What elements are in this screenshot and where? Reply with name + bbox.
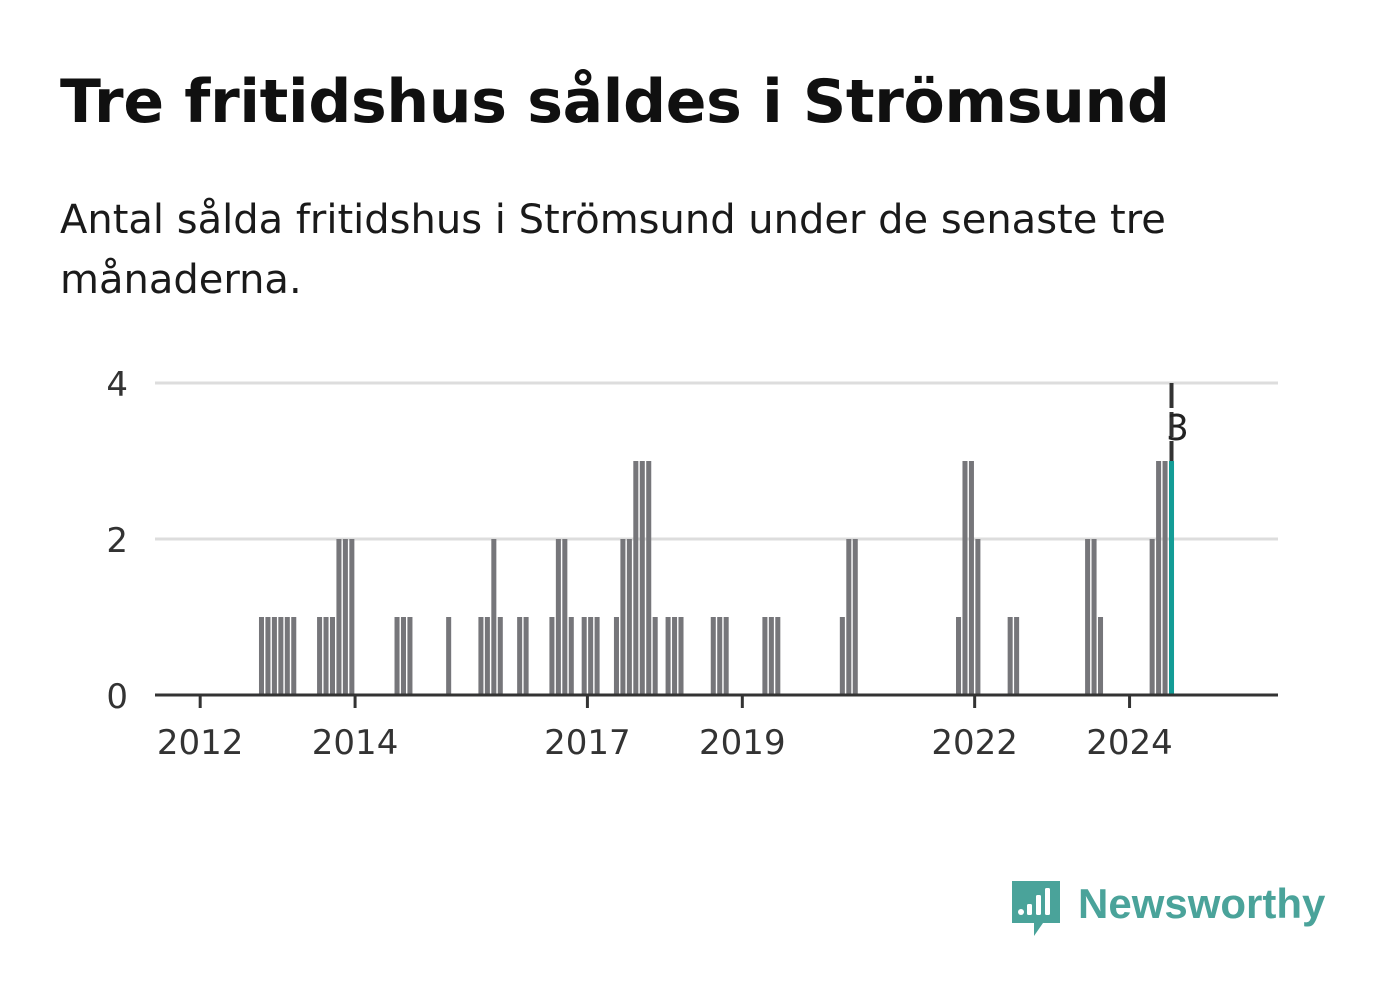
bar — [562, 539, 568, 695]
bar — [962, 461, 968, 695]
bar — [336, 539, 342, 695]
bar — [491, 539, 497, 695]
bar — [710, 617, 716, 695]
bars — [258, 461, 1175, 695]
bar — [639, 461, 645, 695]
bar — [349, 539, 355, 695]
bar — [1014, 617, 1020, 695]
page-subtitle: Antal sålda fritidshus i Strömsund under… — [60, 197, 1166, 303]
bar — [839, 617, 845, 695]
bar — [975, 539, 981, 695]
newsworthy-logo: Newsworthy — [1008, 878, 1328, 942]
bar — [1097, 617, 1104, 695]
x-tick-label: 2014 — [312, 723, 399, 763]
bar — [723, 617, 729, 695]
bar — [652, 617, 658, 695]
newsworthy-logo-text: Newsworthy — [1078, 880, 1326, 927]
bar — [323, 617, 329, 695]
bar — [478, 617, 484, 695]
bar — [568, 617, 574, 695]
bar-highlight — [1168, 461, 1175, 695]
y-tick-label: 2 — [106, 521, 128, 561]
bar — [265, 617, 271, 695]
bar — [588, 617, 594, 695]
bar — [1162, 461, 1168, 695]
bar — [620, 539, 626, 695]
bar — [852, 539, 858, 695]
bar — [1091, 539, 1097, 695]
bar — [626, 539, 632, 695]
gridlines — [155, 381, 1278, 541]
bar — [271, 617, 277, 695]
bar — [278, 617, 284, 695]
page-title: Tre fritidshus såldes i Strömsund — [60, 67, 1170, 137]
bar-chart: 0 2 4 2012 2014 2017 2019 2022 2024 3 — [106, 365, 1278, 763]
bar — [291, 617, 297, 695]
bar — [407, 617, 413, 695]
bar — [400, 617, 406, 695]
bar — [497, 617, 503, 695]
bar — [1085, 539, 1091, 695]
bar — [762, 617, 768, 695]
bar — [968, 461, 974, 695]
bar — [646, 461, 652, 695]
bar — [329, 617, 336, 695]
y-tick-label: 4 — [106, 365, 128, 405]
bar — [342, 539, 348, 695]
bar — [581, 617, 587, 695]
bar — [258, 617, 265, 695]
bar — [678, 617, 684, 695]
bar — [633, 461, 639, 695]
bar — [1007, 617, 1013, 695]
x-tick-label: 2012 — [157, 723, 244, 763]
axes — [155, 693, 1278, 708]
x-tick-label: 2017 — [544, 723, 631, 763]
bar — [317, 617, 323, 695]
bar — [549, 617, 555, 695]
y-tick-label: 0 — [106, 677, 128, 717]
bar — [717, 617, 723, 695]
bar — [446, 617, 452, 695]
bar — [1156, 461, 1162, 695]
bar — [394, 617, 400, 695]
x-tick-label: 2022 — [931, 723, 1018, 763]
bar — [517, 617, 523, 695]
bar — [768, 617, 774, 695]
bar — [775, 617, 781, 695]
x-tick-label: 2024 — [1086, 723, 1173, 763]
newsworthy-logo-icon — [1012, 881, 1060, 936]
bar — [523, 617, 529, 695]
bar — [613, 617, 619, 695]
bar — [1149, 539, 1155, 695]
bar — [555, 539, 561, 695]
bar — [284, 617, 290, 695]
bar — [665, 617, 671, 695]
x-tick-label: 2019 — [699, 723, 786, 763]
labels: 0 2 4 2012 2014 2017 2019 2022 2024 3 — [106, 365, 1189, 763]
bar — [672, 617, 678, 695]
bar — [956, 617, 962, 695]
data-label: 3 — [1166, 408, 1189, 449]
bar — [484, 617, 490, 695]
bar — [594, 617, 600, 695]
bar — [846, 539, 852, 695]
